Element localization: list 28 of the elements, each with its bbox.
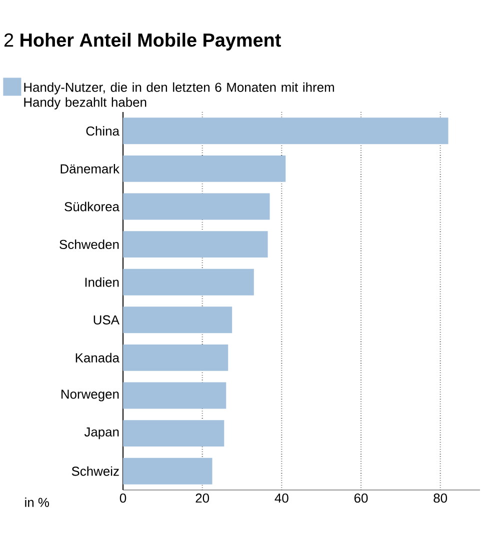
y-tick-label: Indien xyxy=(85,277,119,287)
y-tick-label: Schweden xyxy=(60,240,119,250)
x-tick-label: 20 xyxy=(196,494,210,503)
bar xyxy=(123,344,228,371)
bar xyxy=(123,231,268,258)
x-tick-label: 40 xyxy=(274,494,288,503)
bar xyxy=(123,155,286,182)
x-axis-title: in % xyxy=(25,498,50,507)
y-tick-label: USA xyxy=(94,315,120,324)
y-tick-label: Norwegen xyxy=(62,390,119,402)
x-tick-label: 80 xyxy=(434,494,448,503)
bar xyxy=(123,306,232,334)
bar xyxy=(123,118,448,144)
y-tick-label: Japan xyxy=(84,428,119,440)
bar xyxy=(123,382,226,409)
legend-label: Handy-Nutzer, die in den letzten 6 Monaten mit ihrem Handy bezahlt haben xyxy=(24,82,334,110)
y-tick-label: China xyxy=(86,126,120,136)
y-tick-label: Südkorea xyxy=(64,202,120,212)
chart-title: 2 Hoher Anteil Mobile Payment xyxy=(4,32,281,50)
y-tick-label: Kanada xyxy=(76,352,120,362)
bar xyxy=(123,268,254,296)
x-tick-label: 60 xyxy=(354,494,368,503)
bar xyxy=(123,193,270,220)
bar xyxy=(123,420,224,447)
y-tick-label: Schweiz xyxy=(72,466,119,476)
y-tick-label: Dänemark xyxy=(60,164,120,174)
bar xyxy=(123,458,212,484)
x-tick-label: 0 xyxy=(120,494,126,503)
